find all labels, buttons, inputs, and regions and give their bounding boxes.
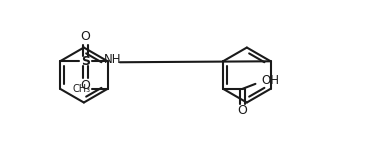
Text: O: O [238,104,248,117]
Text: S: S [81,55,90,68]
Text: O: O [81,79,91,92]
Text: OH: OH [261,74,279,87]
Text: CH₃: CH₃ [73,84,91,94]
Text: NH: NH [104,53,122,66]
Text: O: O [81,30,91,43]
